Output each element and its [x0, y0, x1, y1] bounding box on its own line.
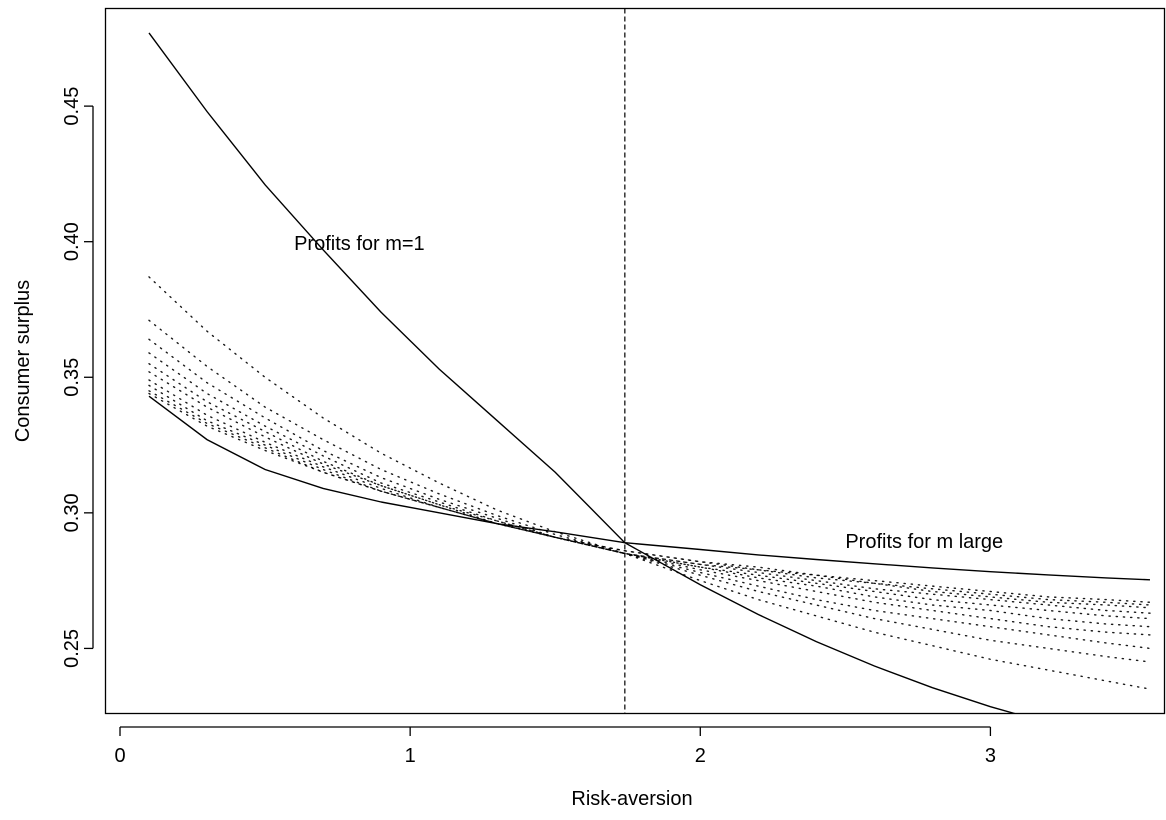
dotted-series-line	[148, 384, 1151, 609]
solid-series-line	[148, 395, 1151, 581]
y-tick-label: 0.25	[61, 629, 83, 668]
dotted-series-line	[148, 371, 1151, 620]
dotted-series-line	[148, 379, 1151, 614]
y-axis-label: Consumer surplus	[12, 280, 34, 442]
dotted-series-line	[148, 392, 1151, 603]
series-layer	[148, 8, 1151, 714]
y-axis: 0.25 0.30 0.35 0.40 0.45	[61, 87, 94, 668]
x-axis: 0 1 2 3	[114, 726, 996, 767]
annotation-label: Profits for m=1	[294, 233, 425, 255]
y-tick-label: 0.40	[61, 222, 83, 261]
dotted-series-line	[148, 363, 1151, 628]
dotted-series-line	[148, 319, 1151, 663]
dotted-series-line	[148, 276, 1151, 690]
y-tick-label: 0.30	[61, 493, 83, 532]
x-tick-label: 2	[695, 745, 706, 767]
y-tick-label: 0.45	[61, 87, 83, 126]
annotation-label: Profits for m large	[845, 531, 1003, 553]
y-tick-label: 0.35	[61, 358, 83, 397]
dotted-series-line	[148, 352, 1151, 636]
annotation-layer: Profits for m=1 Profits for m large	[294, 233, 1003, 553]
x-tick-label: 1	[405, 745, 416, 767]
x-tick-label: 0	[114, 745, 125, 767]
x-axis-label: Risk-aversion	[571, 788, 692, 810]
plot-frame	[104, 7, 1166, 715]
solid-series-line	[148, 32, 1018, 714]
dotted-series-line	[148, 338, 1151, 650]
x-tick-label: 3	[985, 745, 996, 767]
